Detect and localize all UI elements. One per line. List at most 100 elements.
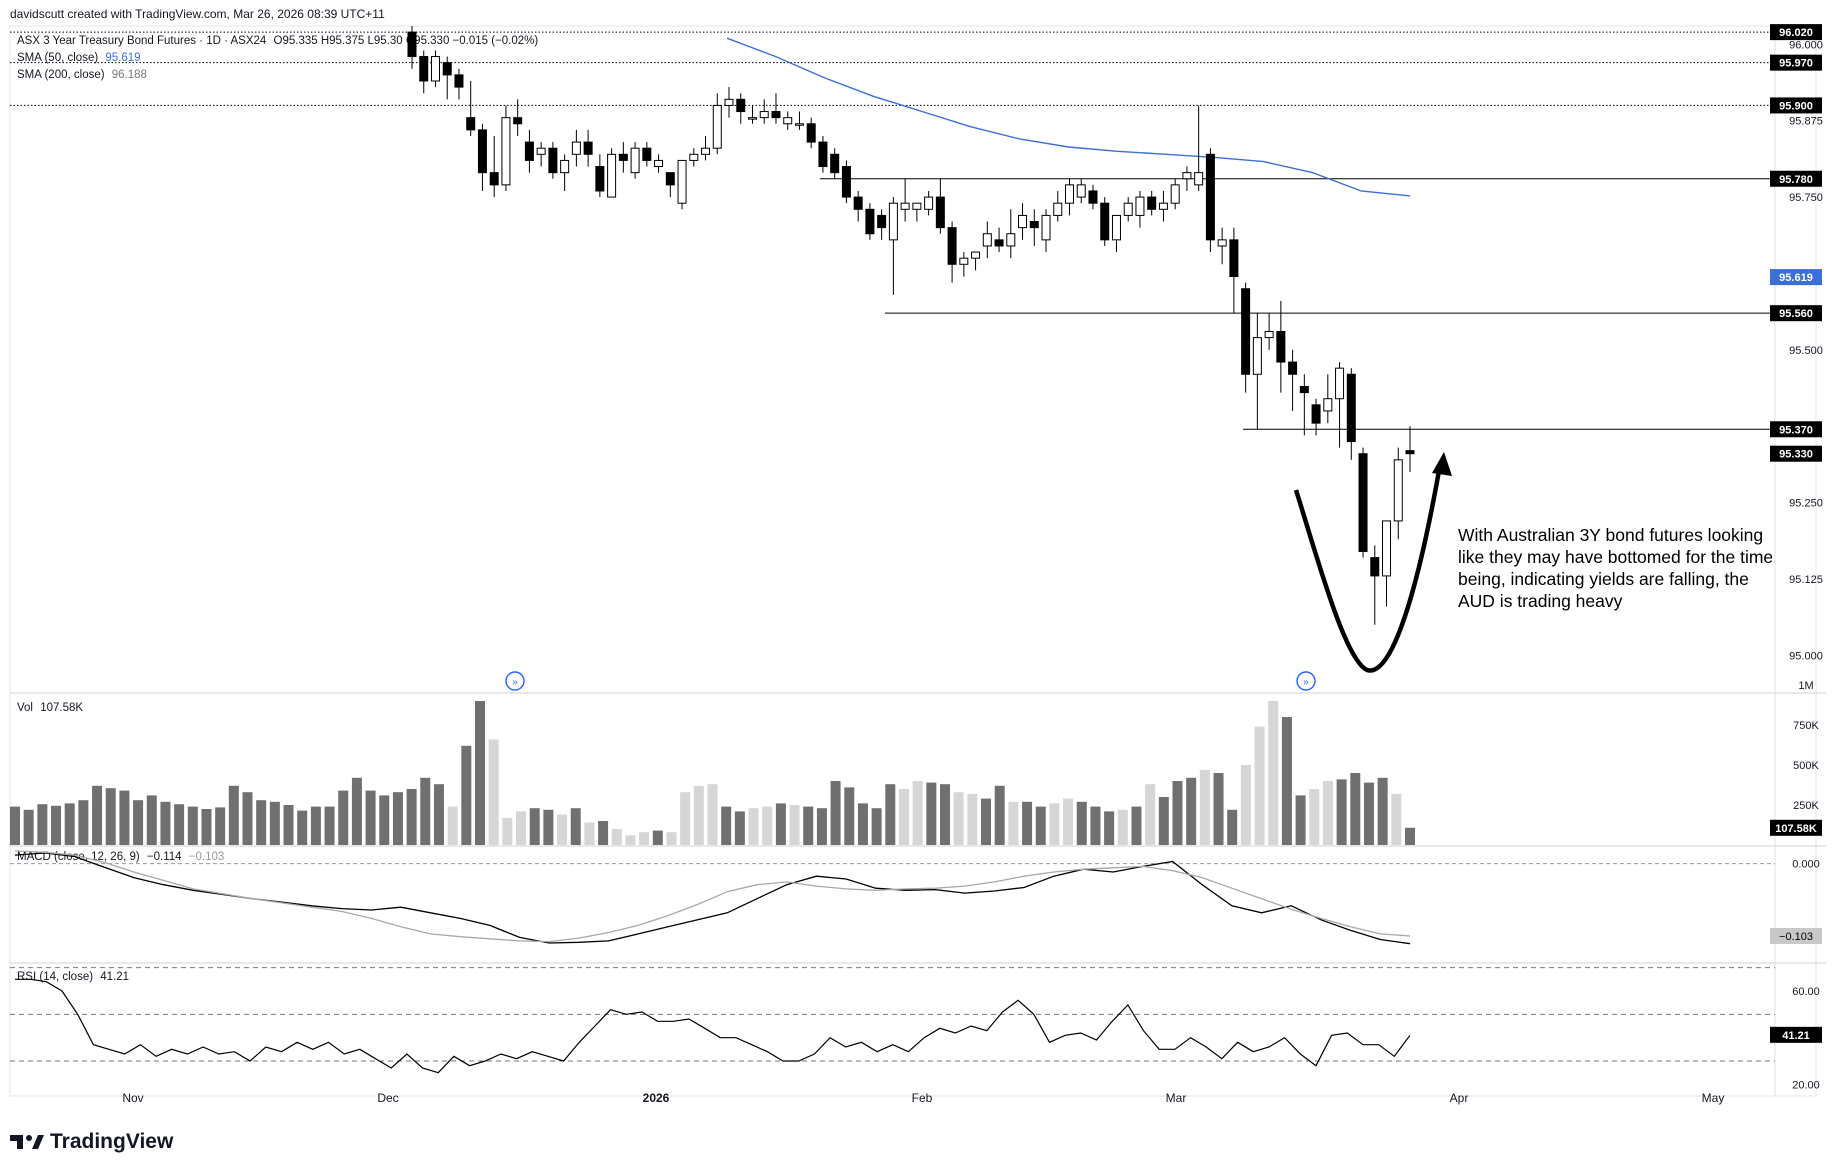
candle xyxy=(524,129,534,173)
candle-body-up xyxy=(1111,214,1121,241)
rsi-legend[interactable]: RSI (14, close) 41.21 xyxy=(17,971,129,983)
candle-body-down xyxy=(865,208,875,235)
candle xyxy=(1229,227,1239,314)
macd-legend[interactable]: MACD (close, 12, 26, 9) −0.114 −0.103 xyxy=(17,851,224,863)
volume-bar xyxy=(1268,701,1279,845)
candle-body-up xyxy=(430,56,440,82)
candle-body-up xyxy=(982,233,992,247)
volume-bar xyxy=(570,808,581,845)
volume-bar xyxy=(488,739,499,845)
volume-bar xyxy=(1117,809,1128,845)
candle-body-up xyxy=(724,98,734,106)
macd-signal-label-bg xyxy=(1770,927,1822,944)
candle xyxy=(806,117,816,149)
price-level-label-bg xyxy=(1770,445,1822,462)
candle-body-up xyxy=(689,153,699,161)
candle xyxy=(1405,426,1415,473)
candle-body-up xyxy=(924,196,934,210)
candle xyxy=(865,203,875,240)
volume-bar xyxy=(803,806,814,845)
candle xyxy=(1100,197,1110,246)
volume-bar xyxy=(1076,801,1087,845)
macd-line xyxy=(14,852,1411,945)
price-level-label-bg xyxy=(1770,421,1822,438)
volume-bar xyxy=(543,809,554,845)
candle xyxy=(900,178,910,222)
candle xyxy=(982,221,992,259)
candle-body-up xyxy=(1135,196,1145,216)
candle-body-down xyxy=(442,62,452,76)
candle xyxy=(794,111,804,130)
rsi-tick-label: 60.00 xyxy=(1792,986,1820,998)
candle xyxy=(1018,203,1028,240)
candle-body-down xyxy=(1346,373,1356,442)
candle-body-up xyxy=(1264,331,1274,339)
volume-bar xyxy=(885,784,896,845)
volume-bar xyxy=(119,790,130,845)
candle-body-down xyxy=(1276,331,1286,363)
candle xyxy=(1346,368,1356,460)
volume-bar xyxy=(37,804,48,845)
sma200-label: SMA (200, close) xyxy=(17,69,105,81)
candle xyxy=(477,123,487,191)
volume-bar xyxy=(611,829,622,845)
candle xyxy=(701,135,711,161)
volume-legend[interactable]: Vol 107.58K xyxy=(17,702,83,714)
volume-bar xyxy=(598,821,609,845)
candle xyxy=(853,190,863,222)
symbol-legend[interactable]: ASX 3 Year Treasury Bond Futures · 1D · … xyxy=(17,35,538,47)
candle-body-down xyxy=(1288,361,1298,375)
v-shape-drawing xyxy=(1293,464,1443,673)
sma50-legend[interactable]: SMA (50, close) 95.619 xyxy=(17,52,141,64)
annotation-text: With Australian 3Y bond futures looking … xyxy=(1458,525,1774,611)
sma200-legend[interactable]: SMA (200, close) 96.188 xyxy=(17,69,147,81)
price-tick-label: 95.125 xyxy=(1789,574,1823,586)
sma200-value: 96.188 xyxy=(111,69,147,81)
candle-body-down xyxy=(513,117,523,125)
volume-bar xyxy=(64,803,75,845)
volume-tick-label: 500K xyxy=(1793,760,1819,772)
candle xyxy=(1288,349,1298,411)
candle-body-down xyxy=(841,166,851,198)
volume-bar xyxy=(1022,801,1033,845)
candle xyxy=(712,93,722,155)
candle-body-up xyxy=(607,153,617,198)
volume-bar xyxy=(392,792,403,845)
tradingview-brand[interactable]: TradingView xyxy=(10,1130,173,1154)
volume-bar xyxy=(748,808,759,845)
candle-body-down xyxy=(548,147,558,174)
candle xyxy=(677,159,687,210)
price-tick-label: 95.875 xyxy=(1789,116,1823,128)
candle-body-down xyxy=(419,56,429,82)
candle-body-down xyxy=(947,227,957,265)
price-level-label: 95.560 xyxy=(1779,308,1813,320)
candle xyxy=(1158,190,1168,222)
candle-body-down xyxy=(994,239,1004,247)
candle-body-up xyxy=(1076,184,1086,198)
volume-bar xyxy=(557,814,568,845)
candle-body-up xyxy=(1252,337,1262,375)
volume-label: Vol xyxy=(17,702,33,714)
candle xyxy=(595,154,605,198)
volume-bar xyxy=(242,792,253,845)
volume-bar xyxy=(201,809,212,845)
candle-body-down xyxy=(1311,404,1321,424)
candle xyxy=(1029,209,1039,246)
candle-body-up xyxy=(1041,214,1051,241)
candle xyxy=(560,154,570,191)
volume-bar xyxy=(420,777,431,845)
candle-body-down xyxy=(489,172,499,186)
candle xyxy=(1194,105,1204,191)
price-tick-label: 95.000 xyxy=(1789,650,1823,662)
candle xyxy=(771,93,781,124)
candle-body-down xyxy=(1358,453,1368,552)
candle xyxy=(888,197,898,295)
volume-bar xyxy=(1405,827,1415,845)
candle-body-down xyxy=(642,147,652,161)
volume-tick-label: 250K xyxy=(1793,800,1819,812)
volume-bar xyxy=(365,790,376,845)
volume-bar xyxy=(981,798,992,845)
volume-bar xyxy=(297,810,308,845)
price-tick-label: 95.500 xyxy=(1789,345,1823,357)
candles-layer xyxy=(407,26,1415,625)
